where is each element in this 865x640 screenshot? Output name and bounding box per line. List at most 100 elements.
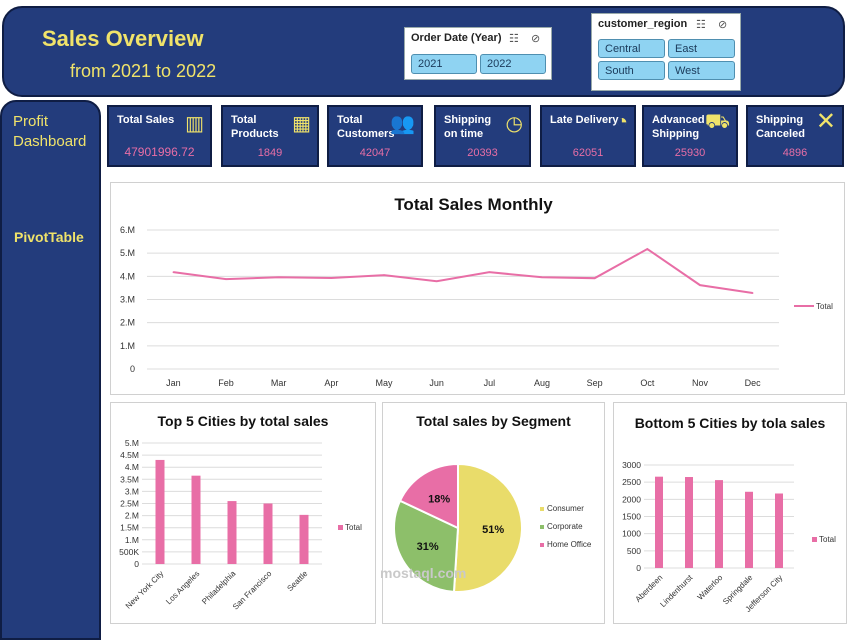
kpi-label: Shipping on time <box>444 114 492 140</box>
x-tick-label: Feb <box>218 378 234 388</box>
bar <box>685 477 693 568</box>
sidebar-item-profit-dashboard[interactable]: Profit Dashboard <box>13 113 87 150</box>
bar <box>191 475 201 564</box>
bar-chart-icon: ▥ <box>185 113 204 135</box>
slicer-item-west[interactable]: West <box>668 61 735 80</box>
data-point <box>541 276 543 279</box>
data-point <box>593 277 596 279</box>
data-point <box>277 276 280 279</box>
bar <box>745 491 753 568</box>
slicer-item-2021[interactable]: 2021 <box>411 54 477 74</box>
boxes-icon: ▦ <box>292 113 311 135</box>
y-tick-label: 0 <box>636 563 641 573</box>
y-tick-label: 500 <box>627 546 641 556</box>
order-date-slicer[interactable]: Order Date (Year) ☷ ⊘ 2021 2022 <box>404 27 552 80</box>
kpi-total-products: Total Products ▦ 1849 <box>221 105 319 167</box>
kpi-label: Total Sales <box>117 114 175 126</box>
x-tick-label: San Francisco <box>231 569 274 612</box>
pie-slice <box>393 499 460 593</box>
bar <box>655 476 663 568</box>
x-tick-label: Waterloo <box>696 573 725 602</box>
kpi-value: 42047 <box>359 147 391 159</box>
y-tick-label: 1000 <box>622 529 641 539</box>
legend-swatch <box>338 525 343 530</box>
chart-title: Bottom 5 Cities by tola sales <box>634 415 826 431</box>
bar <box>299 514 309 564</box>
slicer-item-east[interactable]: East <box>668 39 735 58</box>
page-title: Sales Overview <box>42 26 204 51</box>
data-point <box>699 284 701 286</box>
legend-label: Total <box>819 535 836 544</box>
x-tick-label: Sep <box>587 378 603 388</box>
order-date-slicer-title: Order Date (Year) <box>411 32 502 44</box>
kpi-total-sales: Total Sales ▥ 47901996.72 <box>107 105 212 167</box>
kpi-label: Late Delivery <box>550 114 619 126</box>
kpi-value: 47901996.72 <box>124 145 195 159</box>
top-cities-chart-panel: Top 5 Cities by total sales 0 500K 1.M 1.5M… <box>110 402 376 624</box>
data-point <box>172 271 175 273</box>
kpi-value: 4896 <box>782 147 808 159</box>
y-tick-label: 2.M <box>125 511 139 521</box>
pie-slice <box>398 462 459 530</box>
x-tick-label: Seattle <box>285 569 309 593</box>
chart-title: Total sales by Segment <box>416 413 571 429</box>
kpi-value: 62051 <box>572 147 604 159</box>
sidebar-item-pivottable[interactable]: PivotTable <box>14 229 84 245</box>
legend-label: Home Office <box>547 540 592 549</box>
y-tick-label: 3.5M <box>120 474 139 484</box>
x-tick-label: Aug <box>534 378 550 388</box>
segment-pie-chart: 51% 31% 18% Consumer Corporate Home Office <box>393 462 592 593</box>
chart-title: Total Sales Monthly <box>394 195 553 214</box>
slicer-item-2022[interactable]: 2022 <box>480 54 546 74</box>
x-tick-label: Apr <box>324 378 338 388</box>
slicer-item-south[interactable]: South <box>598 61 665 80</box>
bar <box>775 493 783 568</box>
kpi-label: Total Products <box>231 114 279 140</box>
pie-data-label: 31% <box>417 541 439 553</box>
kpi-value: 25930 <box>674 147 706 159</box>
legend-label: Corporate <box>547 522 583 531</box>
y-tick-label: 1.M <box>125 535 139 545</box>
bar <box>227 501 237 564</box>
kpi-label: Advanced Shipping <box>652 114 705 140</box>
sidebar: Profit Dashboard PivotTable <box>0 100 101 640</box>
legend-swatch <box>812 537 817 542</box>
line-chart: 0 1.M 2.M 3.M 4.M 5.M 6.M Jan Feb Mar Apr May Jun Jul… <box>120 225 833 388</box>
clear-filter-icon[interactable]: ⊘ <box>718 19 728 31</box>
data-point <box>225 278 227 280</box>
legend-swatch <box>540 507 544 511</box>
legend-swatch <box>540 525 544 529</box>
slicer-item-central[interactable]: Central <box>598 39 665 58</box>
data-point <box>751 292 754 294</box>
x-tick-label: Jun <box>429 378 444 388</box>
legend-label: Total <box>345 523 362 532</box>
y-tick-label: 3000 <box>622 460 641 470</box>
series-line-total <box>173 247 753 295</box>
data-point <box>383 274 385 276</box>
y-tick-label: 2.5M <box>120 499 139 509</box>
bottom-cities-chart-panel: Bottom 5 Cities by tola sales 0 500 1000 15… <box>613 402 847 624</box>
x-tick-label: Los Angeles <box>164 569 201 606</box>
y-tick-label: 4.M <box>120 271 135 281</box>
y-tick-label: 2000 <box>622 494 641 504</box>
region-slicer-title: customer_region <box>598 18 688 30</box>
y-tick-label: 2500 <box>622 477 641 487</box>
bar <box>263 503 273 564</box>
x-tick-label: Nov <box>692 378 709 388</box>
y-tick-label: 1.5M <box>120 523 139 533</box>
top-cities-bar-chart: 0 500K 1.M 1.5M 2.M 2.5M 3.M 3.5M 4.M 4.5M 5.M New … <box>119 438 362 612</box>
kpi-label: Total Customers <box>337 114 395 140</box>
region-slicer[interactable]: customer_region ☷ ⊘ Central East South W… <box>591 13 741 91</box>
y-tick-label: 1.M <box>120 341 135 351</box>
x-tick-label: Mar <box>271 378 287 388</box>
x-tick-label: Jul <box>484 378 496 388</box>
y-tick-label: 500K <box>119 547 139 557</box>
kpi-value: 20393 <box>467 147 498 159</box>
page-subtitle: from 2021 to 2022 <box>70 61 217 81</box>
y-tick-label: 0 <box>130 364 135 374</box>
truck-icon: ⛟ <box>704 111 730 133</box>
y-tick-label: 3.M <box>120 295 135 305</box>
multi-select-icon[interactable]: ☷ <box>696 19 706 31</box>
multi-select-icon[interactable]: ☷ <box>509 33 519 45</box>
clear-filter-icon[interactable]: ⊘ <box>531 33 541 45</box>
